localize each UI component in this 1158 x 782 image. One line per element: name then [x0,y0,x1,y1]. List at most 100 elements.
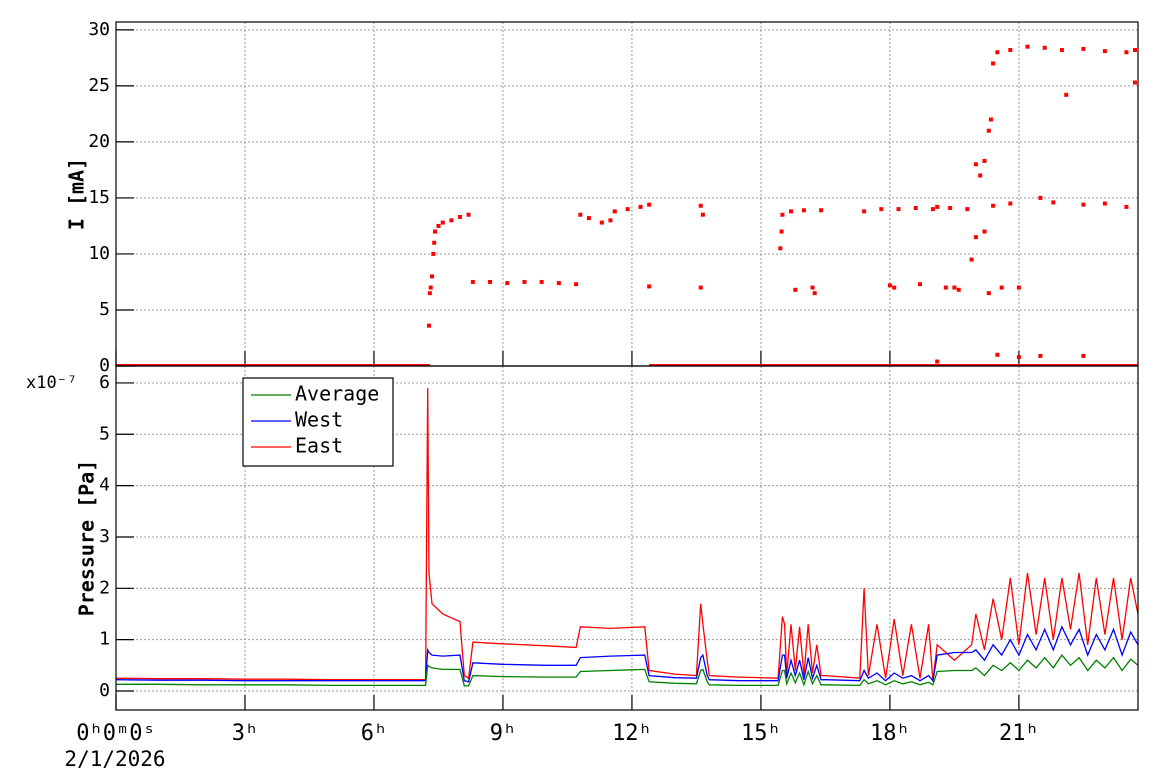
data-point [1008,201,1013,206]
data-point [810,285,815,290]
y-multiplier: x10⁻⁷ [26,373,77,393]
data-point [700,212,705,217]
data-point [778,246,783,251]
legend-box [242,377,394,467]
data-point [505,281,510,286]
data-point [1059,48,1064,53]
data-point [449,218,454,223]
y-tick-label: 15 [88,187,110,208]
data-point [986,128,991,133]
data-point [991,203,996,208]
data-point [470,279,475,284]
y-tick-label: 0 [99,680,110,701]
y-tick-label: 2 [99,577,110,598]
data-point [819,208,824,213]
data-point [1102,201,1107,206]
data-point [433,229,438,234]
y-tick-label: 6 [99,372,110,393]
data-point [913,206,918,211]
data-point [466,212,471,217]
y-tick-label: 1 [99,629,110,650]
y-tick-label: 25 [88,75,110,96]
data-point [436,223,441,228]
data-point [995,352,1000,357]
y-axis-title: Pressure [Pa] [75,460,99,617]
data-point [948,206,953,211]
data-point [965,207,970,212]
data-point [935,359,940,364]
data-point [574,282,579,287]
data-point [539,279,544,284]
date-label: 2/1/2026 [64,747,165,771]
data-line [116,388,1138,681]
data-point [1081,353,1086,358]
data-point [789,209,794,214]
data-point [982,229,987,234]
data-point [1124,204,1129,209]
data-point [779,229,784,234]
data-point [1081,202,1086,207]
data-point [647,202,652,207]
data-point [1042,45,1047,50]
data-point [1124,50,1129,55]
y-axis-title: I [mA] [65,158,89,230]
data-point [612,209,617,214]
data-point [427,323,432,328]
data-point [698,203,703,208]
x-tick-label: 6ʰ [361,721,388,746]
data-point [943,285,948,290]
legend-label: East [295,434,343,458]
data-line [116,625,1138,683]
data-point [586,216,591,221]
data-point [896,207,901,212]
y-tick-label: 30 [88,19,110,40]
y-tick-label: 5 [99,423,110,444]
data-point [1132,80,1137,85]
data-point [578,212,583,217]
data-point [973,162,978,167]
legend-label: Average [295,382,379,406]
data-point [488,279,493,284]
data-point [812,291,817,296]
data-point [986,291,991,296]
data-point [698,285,703,290]
data-point [952,285,957,290]
data-point [988,117,993,122]
y-tick-label: 3 [99,526,110,547]
data-point [935,204,940,209]
data-point [432,240,437,245]
data-point [427,291,432,296]
data-point [1102,49,1107,54]
legend-label: West [295,408,343,432]
data-point [1008,48,1013,53]
data-point [780,212,785,217]
data-point [430,274,435,279]
data-point [918,282,923,287]
data-point [930,207,935,212]
plot-area [116,44,1138,366]
data-point [1038,353,1043,358]
data-point [982,158,987,163]
x-tick-label: 12ʰ [612,721,652,746]
data-point [995,50,1000,55]
data-point [892,285,897,290]
data-point [625,207,630,212]
x-tick-label: 18ʰ [870,721,910,746]
data-point [431,251,436,256]
data-point [956,287,961,292]
data-point [647,284,652,289]
x-tick-label: 0ʰ0ᵐ0ˢ [76,721,155,746]
data-point [1132,48,1137,53]
data-point [999,285,1004,290]
y-tick-label: 0 [99,355,110,376]
data-line [116,654,1138,687]
y-tick-label: 10 [88,243,110,264]
data-point [1025,44,1030,49]
data-point [457,214,462,219]
plot-area [116,388,1138,687]
data-point [1081,46,1086,51]
data-point [793,287,798,292]
data-point [801,208,806,213]
